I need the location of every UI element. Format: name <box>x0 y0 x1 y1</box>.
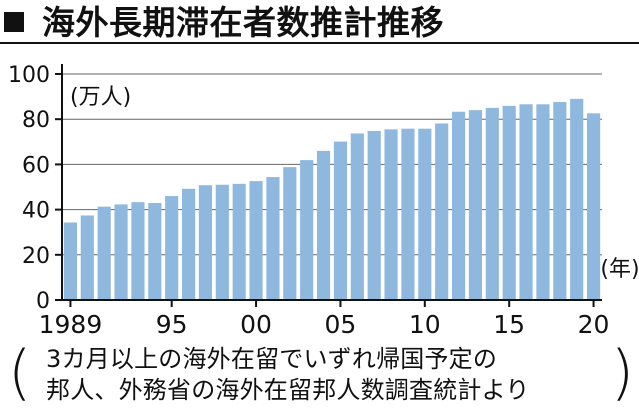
bar-2018 <box>553 102 567 300</box>
y-tick-label: 40 <box>22 199 50 224</box>
bar-2008 <box>384 129 398 300</box>
y-tick-label: 20 <box>22 244 50 269</box>
source-note-open-paren: ( <box>8 338 32 408</box>
bar-1996 <box>181 188 196 300</box>
bar-2003 <box>300 160 314 300</box>
bar-2005 <box>333 141 348 300</box>
chart-title: 海外長期滞在者数推計推移 <box>42 2 444 42</box>
x-tick-label: 00 <box>240 310 272 339</box>
bar-2015 <box>502 105 516 300</box>
bar-2011 <box>435 123 449 300</box>
x-tick-label: 95 <box>156 310 188 339</box>
title-bullet-square <box>4 12 24 32</box>
bar-2014 <box>485 107 499 301</box>
x-tick-label: 10 <box>409 310 441 339</box>
bar-1992 <box>114 204 128 300</box>
y-axis-label: (万人) <box>70 85 131 110</box>
bar-2012 <box>451 111 466 300</box>
bar-2010 <box>418 128 432 300</box>
y-tick-label: 80 <box>22 108 50 133</box>
bar-2009 <box>401 128 415 300</box>
bar-1998 <box>215 184 229 300</box>
bar-1989 <box>63 222 78 300</box>
bar-2016 <box>519 104 533 300</box>
source-note-line-2: 邦人、外務省の海外在留邦人数調査統計より <box>46 376 530 404</box>
x-tick-label: 15 <box>493 310 525 339</box>
bar-2006 <box>350 133 364 300</box>
bar-2020 <box>586 113 601 300</box>
bar-1990 <box>80 215 94 300</box>
bar-2000 <box>249 181 263 300</box>
x-tick-label: 1989 <box>39 310 103 339</box>
bar-2007 <box>367 130 381 300</box>
source-note-close-paren: ) <box>610 338 634 408</box>
x-axis-label: (年) <box>600 257 639 282</box>
bar-1994 <box>148 203 162 300</box>
y-tick-label: 0 <box>36 289 50 314</box>
bar-1995 <box>165 196 179 300</box>
y-tick-label: 60 <box>22 153 50 178</box>
bar-2002 <box>283 167 297 300</box>
bar-1993 <box>131 202 145 300</box>
bar-2017 <box>536 104 550 300</box>
source-note-line-1: 3カ月以上の海外在留でいずれ帰国予定の <box>46 345 498 373</box>
x-tick-label: 05 <box>325 310 357 339</box>
bar-2019 <box>570 98 584 300</box>
bar-2001 <box>266 177 280 300</box>
title-underline <box>0 42 639 44</box>
bar-1999 <box>232 183 246 300</box>
y-tick-label: 100 <box>8 63 50 88</box>
source-note: ( 3カ月以上の海外在留でいずれ帰国予定の 邦人、外務省の海外在留邦人数調査統計… <box>8 342 634 408</box>
bar-1997 <box>198 185 213 300</box>
bar-2013 <box>468 110 483 300</box>
chart-title-bar: 海外長期滞在者数推計推移 <box>4 2 634 42</box>
x-tick-label: 20 <box>578 310 610 339</box>
bar-1991 <box>97 206 111 300</box>
bar-2004 <box>316 150 331 300</box>
